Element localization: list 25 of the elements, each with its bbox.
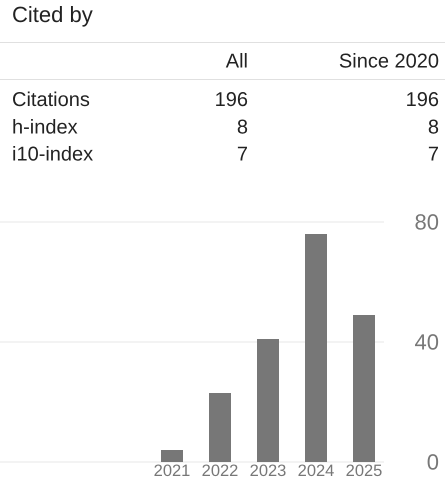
data-label: 7 [428, 144, 439, 166]
x-tick-label: 2023 [250, 462, 286, 478]
data-label: 8 [428, 116, 439, 138]
x-tick-label: 2025 [346, 462, 382, 478]
x-tick-label: 2022 [202, 462, 238, 478]
bar [257, 339, 279, 462]
text: All [226, 50, 248, 72]
bar [209, 393, 231, 462]
category-label: h-index [12, 116, 78, 138]
category-label: i10-index [12, 144, 94, 166]
data-label: 7 [236, 144, 248, 166]
bar [161, 450, 183, 462]
data-label: 8 [236, 116, 248, 138]
data-label: 196 [406, 89, 439, 111]
y-tick-label: 80 [414, 210, 439, 235]
bar [305, 234, 327, 462]
text: Cited by [12, 2, 93, 27]
text: Since 2020 [338, 50, 439, 72]
x-tick-label: 2021 [154, 462, 190, 478]
y-tick-label: 40 [414, 330, 439, 355]
x-tick-label: 2024 [298, 462, 334, 478]
bar [353, 315, 375, 462]
data-label: 196 [214, 89, 248, 111]
category-label: Citations [12, 89, 90, 111]
y-tick-label: 0 [426, 450, 439, 475]
